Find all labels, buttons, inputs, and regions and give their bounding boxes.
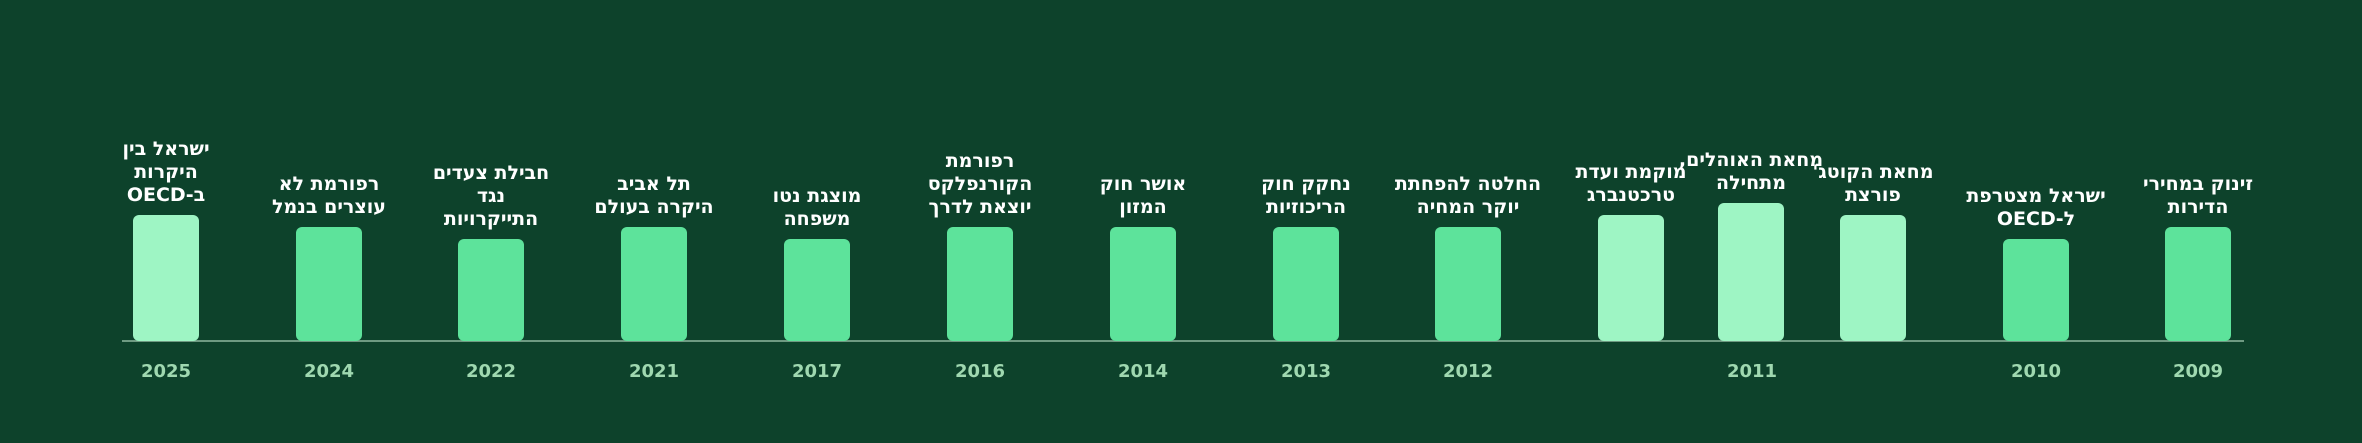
year-label: 2010 (2011, 361, 2061, 382)
event-bar (784, 239, 850, 341)
event-bar (947, 227, 1013, 341)
year-label: 2014 (1118, 361, 1168, 382)
event-label: ישראל בין (122, 138, 209, 160)
event-label: טרכטנברג (1587, 184, 1675, 206)
event-label: היקרה בעולם (594, 196, 713, 218)
year-label: 2013 (1281, 361, 1331, 382)
event-label: זינוק במחירי (2143, 173, 2253, 195)
event-bar (1840, 215, 1906, 341)
event-label: נחקק חוק (1261, 173, 1351, 195)
event-label: היקרות (134, 161, 198, 183)
event-label: חבילת צעדים (433, 162, 549, 184)
event-label: מחאת הקוטג' (1812, 161, 1933, 183)
year-label: 2009 (2173, 361, 2223, 382)
event-label: התייקרויות (444, 208, 538, 230)
event-label: מתחילה (1716, 172, 1786, 194)
event-bar (1273, 227, 1339, 341)
year-label: 2012 (1443, 361, 1493, 382)
event-label: מוצגת נטו (773, 185, 862, 207)
year-label: 2021 (629, 361, 679, 382)
event-bar (2003, 239, 2069, 341)
event-label: תל אביב (617, 173, 691, 195)
event-label: ב-OECD (127, 184, 205, 206)
event-label: מוקמת ועדת (1576, 161, 1687, 183)
event-bar (1110, 227, 1176, 341)
event-label: רפורמת לא (279, 173, 380, 195)
year-label: 2011 (1727, 361, 1777, 382)
event-label: המזון (1119, 196, 1166, 218)
event-label: עוצרים בנמל (272, 196, 386, 218)
event-label: הקורנפלקס (928, 173, 1033, 195)
event-label: יוקר המחיה (1417, 196, 1520, 218)
year-label: 2017 (792, 361, 842, 382)
event-label: הדירות (2168, 196, 2229, 218)
event-label: רפורמת (946, 150, 1015, 172)
year-label: 2024 (304, 361, 354, 382)
event-bar (2165, 227, 2231, 341)
event-bar (1598, 215, 1664, 341)
event-label: מחאת האוהלים, (1679, 149, 1823, 171)
event-label: הריכוזיות (1266, 196, 1346, 218)
event-bar (296, 227, 362, 341)
event-label: נגד (477, 185, 505, 207)
event-bar (1718, 203, 1784, 341)
event-label: החלטה להפחתת (1395, 173, 1541, 195)
year-label: 2025 (141, 361, 191, 382)
event-bar (133, 215, 199, 341)
event-label: משפחה (784, 208, 851, 230)
event-label: יוצאת לדרך (928, 196, 1031, 218)
event-label: ל-OECD (1997, 208, 2075, 230)
year-label: 2016 (955, 361, 1005, 382)
event-label: פורצת (1845, 184, 1901, 206)
event-label: ישראל מצטרפת (1966, 185, 2105, 207)
event-label: אושר חוק (1100, 173, 1186, 195)
year-label: 2022 (466, 361, 516, 382)
event-bar (621, 227, 687, 341)
event-bar (458, 239, 524, 341)
event-bar (1435, 227, 1501, 341)
